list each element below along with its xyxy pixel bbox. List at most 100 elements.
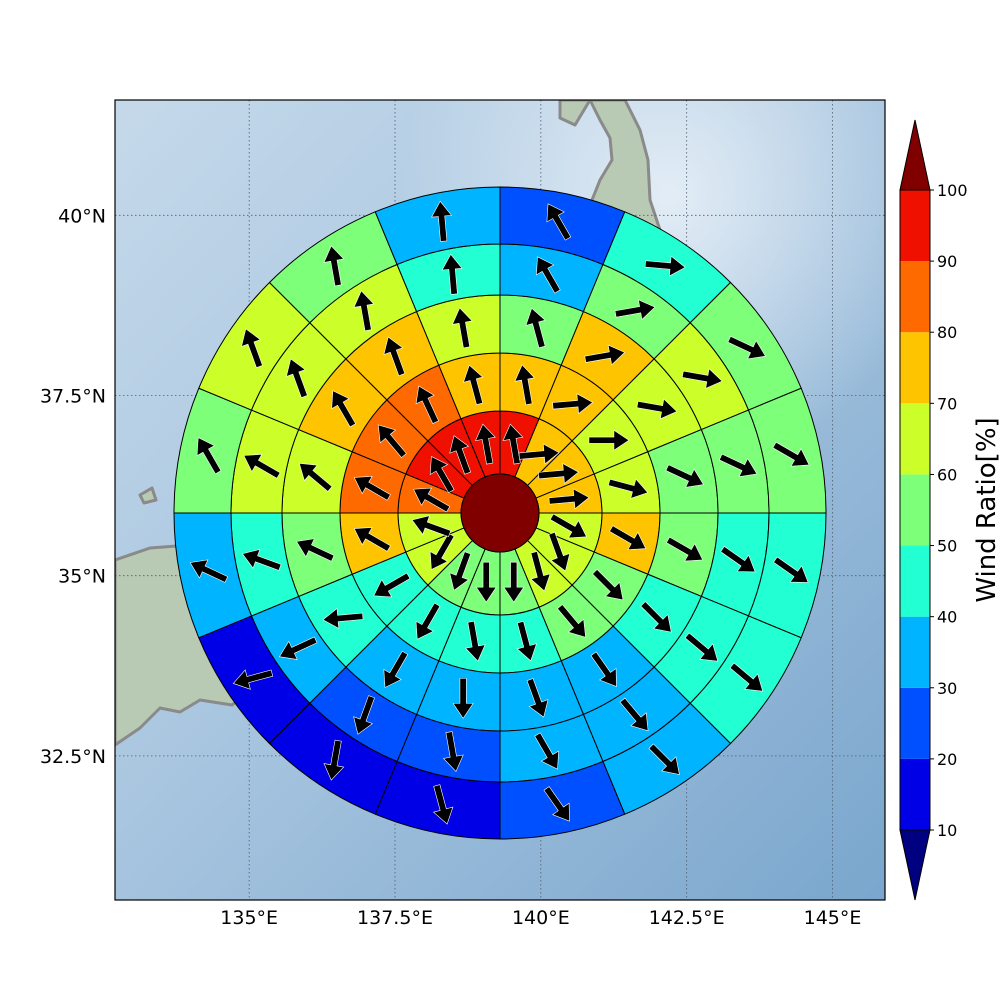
wind-arrow-shape (503, 561, 525, 603)
wind-arrow (452, 678, 474, 719)
island-oki (138, 486, 158, 505)
wind-arrow-shape (432, 784, 454, 825)
wind-arrow (549, 513, 587, 539)
wind-arrow (189, 559, 229, 583)
wind-arrow (684, 632, 719, 662)
wind-arrow (548, 488, 590, 510)
wind-arrow (373, 572, 411, 598)
wind-arrow (514, 364, 536, 406)
wind-arrow (383, 650, 409, 688)
wind-arrow-shape (464, 620, 486, 662)
wind-arrow-shape (588, 429, 630, 451)
wind-arrow-shape (636, 398, 678, 420)
wind-arrow (196, 437, 222, 475)
wind-arrow-shape (296, 538, 335, 562)
wind-arrow-shape (536, 256, 561, 294)
colorbar-tick-label: 80 (937, 323, 957, 342)
wind-arrow (552, 393, 594, 415)
wind-arrow (772, 441, 810, 467)
wind-arrow-shape (534, 732, 560, 770)
wind-arrow (534, 732, 560, 770)
land-hokkaido-south (558, 100, 592, 127)
wind-arrow (681, 368, 723, 389)
wind-arrow (546, 203, 572, 241)
colorbar-label: Wind Ratio[%] (972, 417, 1000, 602)
wind-arrow-shape (278, 636, 318, 660)
wind-arrow (296, 538, 335, 562)
wind-arrow-shape (442, 731, 464, 773)
wind-arrow-shape (518, 443, 560, 465)
wind-arrow-shape (189, 559, 229, 583)
colorbar-tick-label: 90 (937, 252, 957, 271)
wind-arrow-shape (383, 650, 409, 688)
wind-arrow-shape (772, 441, 810, 467)
wind-arrow-shape (526, 678, 549, 718)
longitude-tick-label: 135°E (220, 907, 278, 929)
wind-arrow-shape (415, 602, 441, 640)
wind-arrow (525, 307, 546, 349)
wind-arrow (353, 475, 391, 501)
wind-arrow-shape (298, 462, 333, 492)
wind-arrow (442, 731, 464, 773)
wind-arrow (607, 478, 649, 499)
wind-arrow (331, 390, 357, 428)
wind-arrow-shape (773, 556, 809, 583)
wind-arrow (644, 255, 686, 277)
wind-arrow (323, 739, 345, 781)
wind-arrow-shape (373, 572, 411, 598)
wind-arrow (636, 398, 678, 420)
wind-arrow (718, 453, 758, 478)
wind-arrow-shape (584, 344, 626, 366)
wind-arrow-shape (557, 604, 586, 638)
wind-arrow-shape (729, 662, 764, 692)
wind-arrow (243, 453, 281, 479)
colorbar-tick-label: 50 (937, 537, 957, 556)
wind-arrow-shape (549, 513, 587, 539)
wind-ratio-sectors (173, 186, 827, 840)
colorbar-segment (900, 758, 930, 830)
wind-arrow-shape (431, 200, 453, 242)
wind-arrow (666, 536, 704, 562)
wind-arrow-shape (548, 488, 590, 510)
colorbar-segment (900, 687, 930, 759)
latitude-tick-label: 32.5°N (40, 746, 106, 768)
wind-arrow-shape (429, 456, 455, 494)
wind-arrow (464, 620, 486, 662)
wind-arrow-shape (648, 743, 680, 775)
colorbar-segment (900, 332, 930, 404)
wind-arrow (588, 429, 630, 451)
wind-arrow-shape (665, 464, 704, 488)
wind-arrow (322, 607, 364, 629)
wind-arrow-shape (727, 335, 766, 360)
wind-arrow (323, 245, 345, 287)
latitude-tick-labels: 40°N 37.5°N 35°N 32.5°N (40, 205, 106, 768)
wind-arrow (592, 568, 624, 601)
wind-arrow-shape (449, 551, 472, 591)
colorbar-segment (900, 616, 930, 688)
wind-arrow-shape (538, 462, 580, 484)
wind-arrow-shape (609, 525, 647, 551)
colorbar-segment (900, 545, 930, 617)
wind-arrow (241, 328, 263, 368)
wind-arrow (619, 697, 649, 732)
wind-arrow-shape (331, 390, 357, 428)
wind-arrow-shape (592, 568, 624, 601)
wind-arrow-shape (681, 368, 723, 389)
wind-arrow (720, 545, 756, 573)
wind-arrow-shape (530, 551, 551, 592)
wind-arrow-shape (377, 424, 407, 459)
longitude-tick-labels: 135°E 137.5°E 140°E 142.5°E 145°E (220, 907, 861, 929)
wind-arrow-shape (666, 536, 704, 562)
map-frame (114, 99, 886, 901)
wind-arrow (429, 456, 455, 494)
colorbar-extend-min (899, 829, 931, 901)
wind-arrow (584, 344, 626, 366)
wind-arrow (518, 443, 560, 465)
wind-arrow-shape (353, 475, 391, 501)
wind-arrow-shape (415, 385, 439, 424)
wind-arrow-shape (543, 786, 570, 822)
wind-arrow (536, 256, 561, 294)
wind-arrow-shape (607, 478, 649, 499)
wind-arrow (353, 290, 375, 332)
